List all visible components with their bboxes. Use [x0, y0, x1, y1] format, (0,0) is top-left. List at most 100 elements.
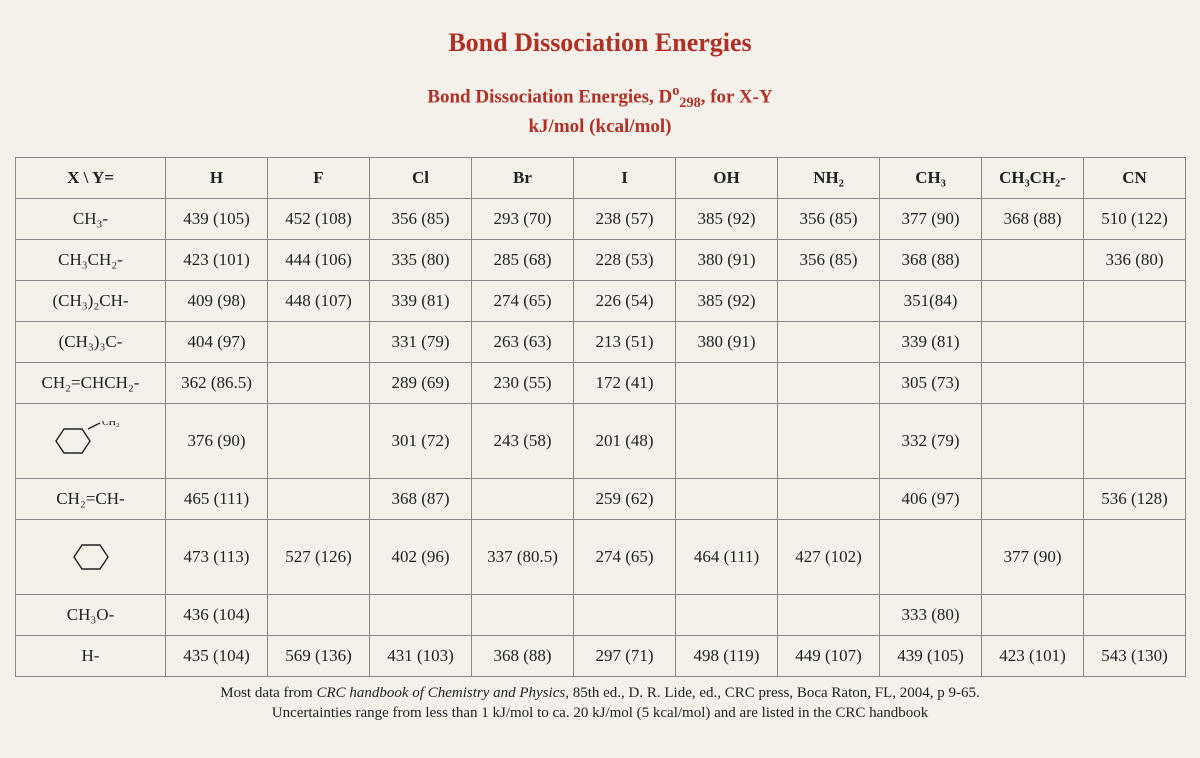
table-row: H-435 (104)569 (136)431 (103)368 (88)297…	[16, 635, 1186, 676]
table-cell: 385 (92)	[676, 198, 778, 239]
table-cell	[880, 519, 982, 594]
table-cell: 335 (80)	[370, 239, 472, 280]
table-cell: 402 (96)	[370, 519, 472, 594]
table-cell	[268, 362, 370, 403]
table-cell	[982, 280, 1084, 321]
subtitle-part-a: Bond Dissociation Energies, D	[427, 86, 672, 107]
table-cell: 333 (80)	[880, 594, 982, 635]
table-cell	[1084, 403, 1186, 478]
table-row: (CH₃)₂CH-409 (98)448 (107)339 (81)274 (6…	[16, 280, 1186, 321]
col-header: F	[268, 157, 370, 198]
table-cell: 243 (58)	[472, 403, 574, 478]
table-header-row: X \ Y= H F Cl Br I OH NH₂ CH₃ CH₃CH₂- CN	[16, 157, 1186, 198]
table-cell: 380 (91)	[676, 321, 778, 362]
table-cell: 543 (130)	[1084, 635, 1186, 676]
table-cell: 431 (103)	[370, 635, 472, 676]
row-label	[16, 519, 166, 594]
table-cell	[472, 594, 574, 635]
col-header: OH	[676, 157, 778, 198]
table-cell	[268, 403, 370, 478]
header-xy: X \ Y=	[16, 157, 166, 198]
table-cell: 263 (63)	[472, 321, 574, 362]
col-header: CN	[1084, 157, 1186, 198]
table-cell	[268, 321, 370, 362]
table-cell	[982, 321, 1084, 362]
table-cell: 464 (111)	[676, 519, 778, 594]
table-cell: 423 (101)	[982, 635, 1084, 676]
table-cell: 293 (70)	[472, 198, 574, 239]
page-subtitle: Bond Dissociation Energies, Do298, for X…	[15, 82, 1185, 141]
table-cell	[676, 594, 778, 635]
table-cell: 427 (102)	[778, 519, 880, 594]
table-cell: 380 (91)	[676, 239, 778, 280]
table-cell: 228 (53)	[574, 239, 676, 280]
row-label: CH₂=CH-	[16, 478, 166, 519]
col-header: CH₃CH₂-	[982, 157, 1084, 198]
table-cell: 569 (136)	[268, 635, 370, 676]
col-header: H	[166, 157, 268, 198]
col-header: CH₃	[880, 157, 982, 198]
table-cell: 376 (90)	[166, 403, 268, 478]
page-title: Bond Dissociation Energies	[15, 28, 1185, 58]
table-cell: 331 (79)	[370, 321, 472, 362]
table-cell: 444 (106)	[268, 239, 370, 280]
table-cell	[676, 362, 778, 403]
table-cell: 439 (105)	[880, 635, 982, 676]
table-cell	[268, 594, 370, 635]
table-cell: 289 (69)	[370, 362, 472, 403]
table-cell: 527 (126)	[268, 519, 370, 594]
table-cell: 226 (54)	[574, 280, 676, 321]
table-row: CH₃CH₂-423 (101)444 (106)335 (80)285 (68…	[16, 239, 1186, 280]
table-cell: 465 (111)	[166, 478, 268, 519]
table-cell: 356 (85)	[370, 198, 472, 239]
table-cell: 337 (80.5)	[472, 519, 574, 594]
table-cell	[778, 321, 880, 362]
footnote-line2: Uncertainties range from less than 1 kJ/…	[272, 705, 929, 721]
row-label: CH₃O-	[16, 594, 166, 635]
table-cell: 230 (55)	[472, 362, 574, 403]
table-cell: 297 (71)	[574, 635, 676, 676]
table-row: 473 (113)527 (126)402 (96)337 (80.5)274 …	[16, 519, 1186, 594]
table-row: CH₂376 (90)301 (72)243 (58)201 (48)332 (…	[16, 403, 1186, 478]
table-cell: 285 (68)	[472, 239, 574, 280]
table-cell: 436 (104)	[166, 594, 268, 635]
bde-table: X \ Y= H F Cl Br I OH NH₂ CH₃ CH₃CH₂- CN…	[15, 157, 1186, 677]
table-cell	[982, 478, 1084, 519]
table-cell: 377 (90)	[880, 198, 982, 239]
table-row: CH₂=CH-465 (111)368 (87)259 (62)406 (97)…	[16, 478, 1186, 519]
col-header: I	[574, 157, 676, 198]
col-header: NH₂	[778, 157, 880, 198]
table-row: CH₃O-436 (104) 333 (80)	[16, 594, 1186, 635]
table-cell: 274 (65)	[574, 519, 676, 594]
footnote-line1: Most data from CRC handbook of Chemistry…	[220, 685, 980, 701]
row-label: CH₂=CHCH₂-	[16, 362, 166, 403]
table-cell: 448 (107)	[268, 280, 370, 321]
table-cell: 259 (62)	[574, 478, 676, 519]
table-row: CH₃-439 (105)452 (108)356 (85)293 (70)23…	[16, 198, 1186, 239]
row-label: H-	[16, 635, 166, 676]
table-cell: 362 (86.5)	[166, 362, 268, 403]
table-cell: 274 (65)	[472, 280, 574, 321]
table-cell: 439 (105)	[166, 198, 268, 239]
table-cell: 339 (81)	[880, 321, 982, 362]
table-cell: 351(84)	[880, 280, 982, 321]
col-header: Br	[472, 157, 574, 198]
subtitle-part-c: , for X-Y	[701, 86, 773, 107]
row-label: CH₃-	[16, 198, 166, 239]
table-cell	[982, 239, 1084, 280]
table-cell	[778, 478, 880, 519]
table-cell	[472, 478, 574, 519]
table-cell: 473 (113)	[166, 519, 268, 594]
table-cell: 409 (98)	[166, 280, 268, 321]
row-label: CH₂	[16, 403, 166, 478]
table-cell: 368 (88)	[472, 635, 574, 676]
table-cell	[676, 478, 778, 519]
table-cell	[370, 594, 472, 635]
table-cell	[778, 362, 880, 403]
table-row: (CH₃)₃C-404 (97)331 (79)263 (63)213 (51)…	[16, 321, 1186, 362]
table-cell: 339 (81)	[370, 280, 472, 321]
table-cell: 368 (87)	[370, 478, 472, 519]
table-cell: 305 (73)	[880, 362, 982, 403]
footnote: Most data from CRC handbook of Chemistry…	[15, 683, 1185, 724]
table-cell: 449 (107)	[778, 635, 880, 676]
